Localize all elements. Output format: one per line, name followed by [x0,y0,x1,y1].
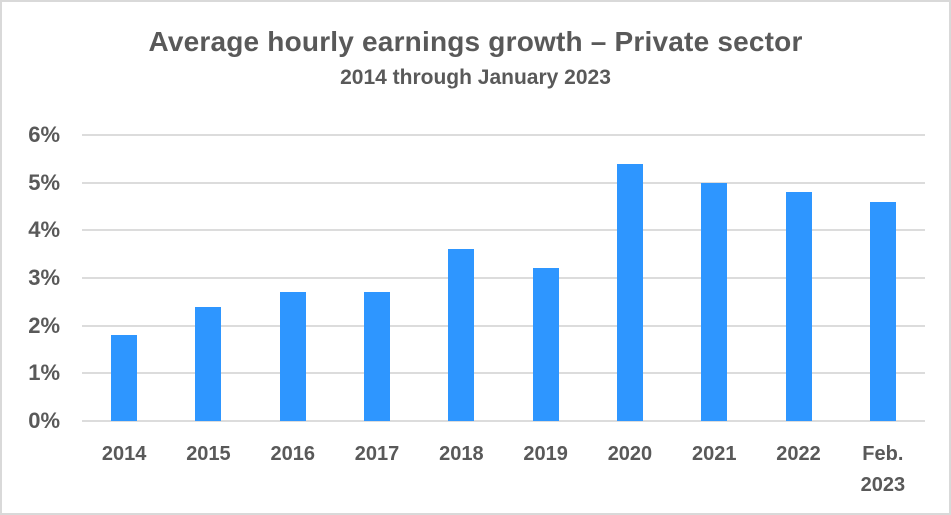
y-axis-tick-label: 4% [28,217,60,243]
bar-2017 [364,292,391,421]
x-axis-tick-label: 2016 [270,443,315,465]
y-axis-tick-label: 1% [28,360,60,386]
gridline-1pct [82,372,925,375]
x-axis-tick-label: Feb. 2023 [860,443,906,496]
x-axis-tick-label: 2021 [691,443,737,465]
x-axis-tick-label: 2015 [186,443,231,465]
x-axis-tick-label: 2019 [523,443,568,465]
y-axis-tick-label: 5% [28,169,60,195]
x-axis-tick-label: 2014 [101,443,147,465]
bar-2018 [448,249,475,421]
x-axis-tick-label: 2017 [354,443,400,465]
gridline-0pct [82,420,925,422]
x-axis-tick-label: 2020 [607,443,653,465]
bar-2020 [616,163,643,421]
chart-subtitle: 2014 through January 2023 [340,66,611,89]
bar-Feb-2023 [869,201,896,421]
gridline-2pct [82,324,925,327]
bar-2016 [279,292,306,421]
bar-2015 [195,306,222,421]
x-axis-tick-label: 2018 [439,443,484,465]
gridline-5pct [82,181,925,184]
gridline-6pct [82,134,925,136]
bar-2021 [701,182,728,421]
y-axis-tick-label: 3% [28,265,60,290]
bar-2019 [532,268,559,421]
bar-2022 [785,192,812,421]
y-axis-tick-label: 2% [28,312,60,338]
chart-title: Average hourly earnings growth – Private… [148,26,803,57]
bar-2014 [111,335,138,421]
y-axis-tick-label: 0% [28,408,60,433]
y-axis-tick-label: 6% [28,122,60,147]
gridline-3pct [82,277,925,279]
gridline-4pct [82,229,925,232]
x-axis-tick-label: 2022 [776,443,821,465]
